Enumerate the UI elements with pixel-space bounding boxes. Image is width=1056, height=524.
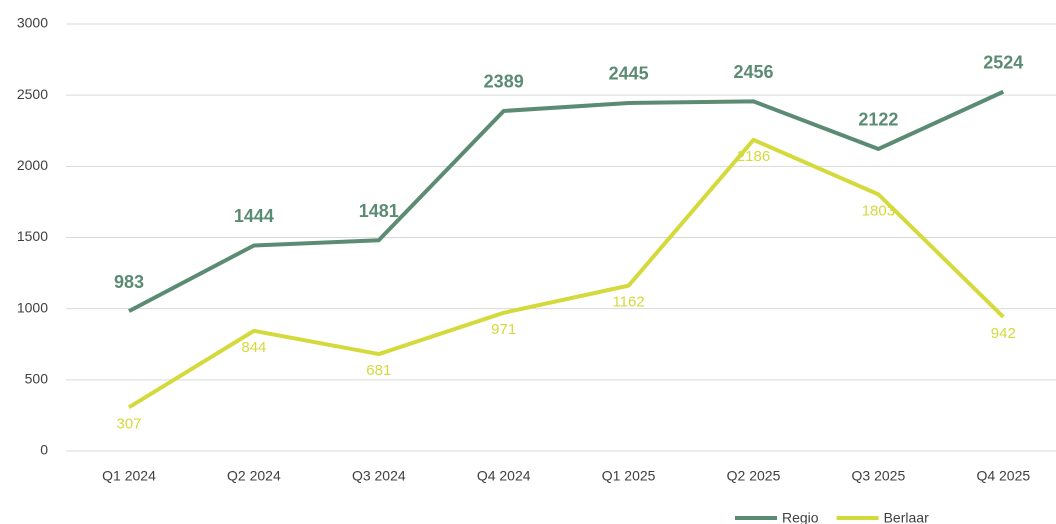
data-label: 681 xyxy=(366,362,391,379)
x-tick-label: Q4 2024 xyxy=(477,468,531,484)
data-label: 2389 xyxy=(484,72,524,92)
series-line xyxy=(128,89,1005,313)
data-label: 1162 xyxy=(612,294,644,311)
x-tick-label: Q3 2024 xyxy=(352,468,406,484)
data-label: 971 xyxy=(491,321,516,338)
y-tick-label: 3000 xyxy=(17,15,48,31)
data-label: 2524 xyxy=(983,53,1023,73)
data-label: 1444 xyxy=(234,206,274,226)
data-label: 1803 xyxy=(862,202,895,219)
y-tick-label: 2000 xyxy=(17,157,48,173)
x-tick-label: Q2 2024 xyxy=(227,468,281,484)
y-tick-label: 1500 xyxy=(17,228,48,244)
data-label: 2456 xyxy=(733,62,773,82)
y-tick-label: 1000 xyxy=(17,299,48,315)
data-label: 983 xyxy=(114,272,144,292)
x-tick-label: Q3 2025 xyxy=(852,468,906,484)
data-label: 942 xyxy=(991,325,1016,342)
series-line xyxy=(127,137,1005,410)
data-label: 2445 xyxy=(609,64,649,84)
data-label: 844 xyxy=(241,339,266,356)
x-tick-label: Q1 2025 xyxy=(602,468,656,484)
x-tick-label: Q4 2025 xyxy=(976,468,1030,484)
y-tick-label: 0 xyxy=(40,442,48,458)
y-tick-label: 500 xyxy=(25,371,49,387)
data-label: 307 xyxy=(116,415,141,432)
y-tick-label: 2500 xyxy=(17,86,48,102)
x-tick-label: Q1 2024 xyxy=(102,468,156,484)
legend-label: Berlaar xyxy=(884,510,929,524)
data-label: 2122 xyxy=(858,110,898,130)
legend-label: Regio xyxy=(782,510,819,524)
x-tick-label: Q2 2025 xyxy=(727,468,781,484)
data-label: 1481 xyxy=(359,201,399,221)
data-label: 2186 xyxy=(737,148,770,165)
